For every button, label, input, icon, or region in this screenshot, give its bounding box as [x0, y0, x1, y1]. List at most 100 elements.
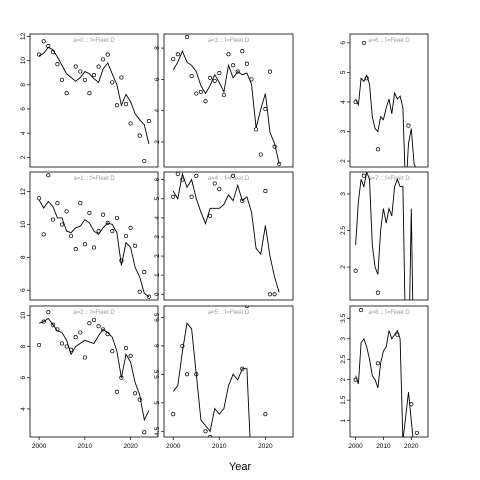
panel-2: a=6 :: f=Fleet D2 3 4 5 6	[340, 33, 429, 168]
observed-point	[263, 412, 268, 417]
observed-point	[37, 342, 42, 348]
observed-point	[91, 317, 97, 323]
y-tick-label: 4.5	[154, 426, 161, 435]
observed-point	[375, 147, 380, 152]
observed-point	[175, 52, 180, 57]
observed-point	[41, 319, 46, 324]
panel-frame	[29, 305, 159, 438]
y-tick-label: 4	[154, 216, 161, 220]
fit-line	[38, 317, 150, 422]
observed-point	[171, 194, 176, 199]
observed-point	[231, 63, 236, 68]
observed-point	[406, 123, 411, 128]
y-tick-label: 3	[340, 129, 347, 133]
observed-point	[353, 268, 358, 273]
observed-point	[114, 389, 119, 394]
observed-point	[184, 372, 190, 377]
observed-point	[240, 366, 245, 371]
y-tick-label: 6	[20, 288, 27, 292]
y-tick-label: 6	[340, 41, 347, 45]
panel-title: a=6 :: f=Fleet D	[368, 38, 410, 44]
observed-point	[114, 103, 119, 108]
panel-frame	[29, 171, 159, 301]
observed-point	[46, 173, 51, 178]
y-tick-label: 4	[20, 131, 27, 135]
y-tick-label: 8	[20, 255, 27, 259]
panel-5: a=7 :: f=Fleet D2 2.5 3	[340, 171, 429, 301]
observed-point	[114, 215, 119, 220]
observed-point	[87, 321, 92, 326]
x-tick-label: 2010	[376, 443, 391, 450]
observed-point	[217, 187, 222, 192]
y-tick-label: 12	[20, 188, 27, 196]
panel-frame	[349, 33, 429, 168]
observed-point	[409, 402, 414, 407]
observed-point	[101, 327, 106, 332]
panel-frame	[349, 305, 429, 438]
observed-point	[87, 91, 92, 96]
observed-point	[96, 324, 101, 329]
observed-point	[226, 52, 231, 57]
observed-point	[82, 355, 87, 360]
observed-point	[221, 92, 226, 98]
fit-line	[172, 172, 280, 293]
y-tick-label: 5	[340, 70, 347, 74]
y-tick-label: 3.5	[340, 313, 347, 322]
panel-frame	[29, 33, 159, 168]
observed-point	[208, 75, 213, 80]
panel-title: a=8 :: f=Fleet D	[368, 310, 410, 316]
observed-point	[235, 69, 240, 74]
observed-point	[137, 133, 142, 138]
observed-point	[395, 332, 400, 337]
observed-point	[91, 73, 97, 78]
y-tick-label: 5.5	[154, 369, 161, 378]
observed-point	[217, 71, 222, 76]
observed-point	[272, 144, 277, 149]
y-tick-label: 5	[154, 197, 161, 201]
y-tick-label: 1	[340, 418, 347, 422]
observed-point	[105, 332, 110, 337]
observed-point	[78, 201, 83, 206]
observed-point	[254, 127, 259, 132]
observed-point	[359, 308, 364, 313]
observed-point	[55, 327, 60, 332]
x-tick-label: 2020	[404, 443, 419, 450]
observed-point	[146, 294, 151, 299]
observed-point	[82, 242, 87, 247]
observed-point	[272, 292, 277, 297]
observed-point	[73, 335, 78, 340]
observed-point	[267, 292, 273, 297]
observed-point	[180, 177, 185, 182]
observed-point	[171, 56, 176, 62]
observed-point	[119, 75, 124, 80]
observed-point	[59, 222, 65, 227]
y-tick-label: 6	[20, 107, 27, 111]
observed-point	[240, 198, 245, 203]
observed-point	[180, 343, 185, 348]
observed-point	[69, 233, 74, 239]
y-tick-label: 3	[340, 337, 347, 341]
y-tick-label: 8	[20, 344, 27, 348]
observed-point	[73, 247, 78, 252]
y-tick-label: 1.5	[340, 395, 347, 404]
observed-point	[133, 391, 138, 396]
observed-point	[203, 99, 208, 104]
y-tick-label: 10	[20, 311, 27, 319]
observed-point	[194, 372, 199, 377]
observed-point	[244, 61, 249, 66]
x-tick-label: 2010	[78, 443, 93, 450]
y-tick-label: 2.5	[340, 354, 347, 363]
y-tick-label: 6	[154, 344, 161, 348]
observed-point	[78, 330, 83, 335]
observed-point	[142, 270, 147, 275]
observed-point	[78, 69, 83, 74]
observed-point	[87, 210, 92, 216]
panel-title: a=1 :: f=Fleet D	[73, 176, 115, 182]
x-tick-label: 2000	[166, 443, 181, 450]
x-tick-label: 2000	[32, 443, 47, 450]
fit-line	[355, 172, 414, 300]
observed-point	[69, 347, 74, 352]
